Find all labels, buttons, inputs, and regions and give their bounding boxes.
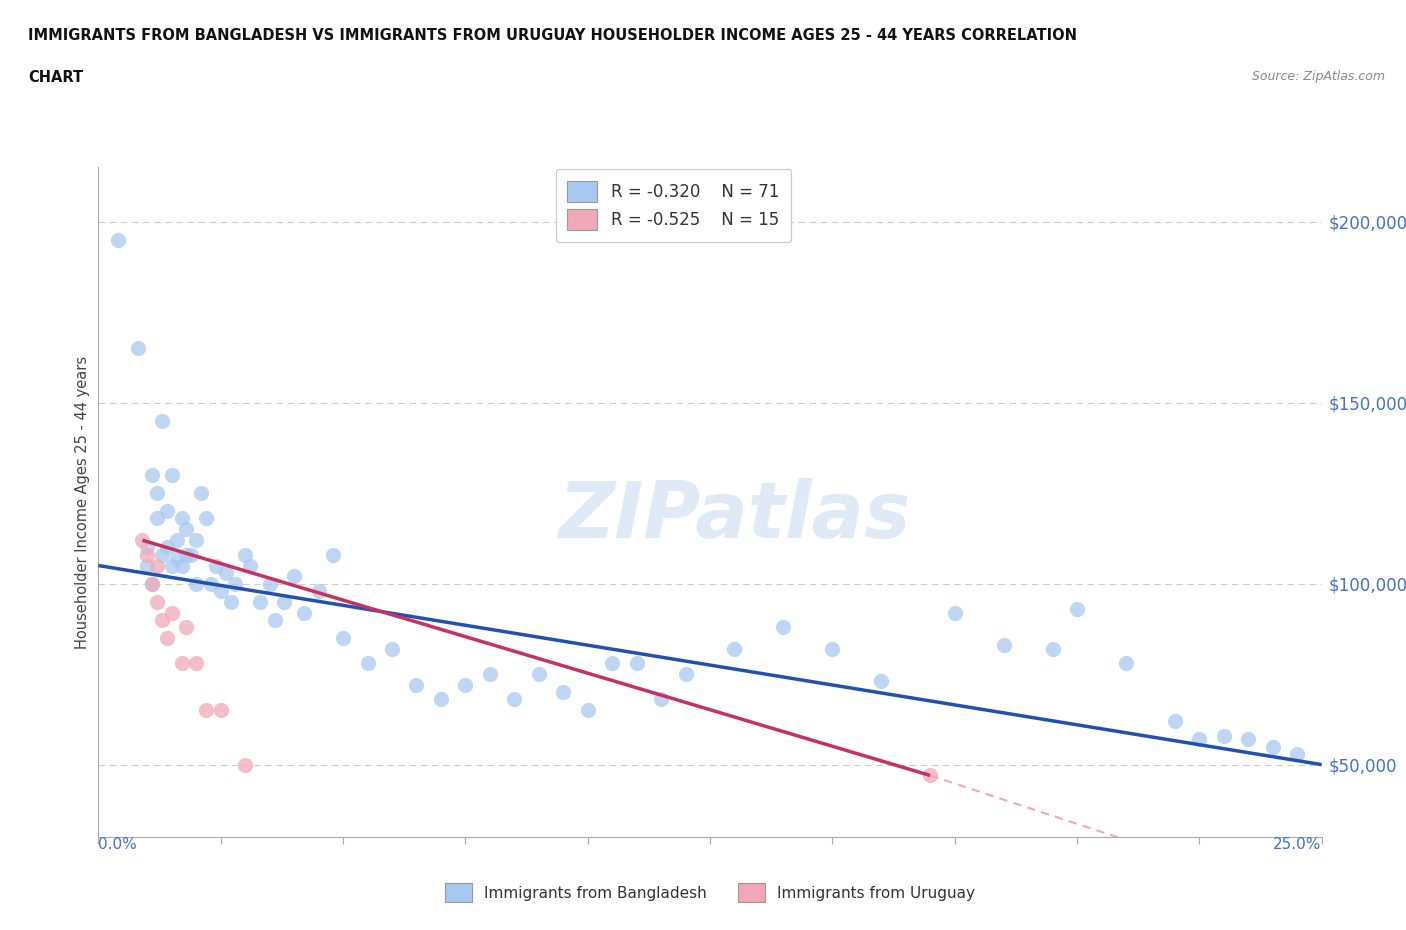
Point	[233, 757, 256, 772]
Point	[150, 612, 173, 627]
Point	[943, 605, 966, 620]
Point	[381, 642, 404, 657]
Point	[1066, 602, 1088, 617]
Point	[576, 703, 599, 718]
Point	[292, 605, 315, 620]
Point	[527, 667, 550, 682]
Point	[263, 612, 285, 627]
Point	[239, 558, 262, 573]
Point	[195, 703, 218, 718]
Point	[356, 656, 378, 671]
Text: 25.0%: 25.0%	[1274, 837, 1322, 852]
Point	[430, 692, 453, 707]
Point	[160, 468, 183, 483]
Point	[141, 577, 163, 591]
Point	[1237, 732, 1260, 747]
Point	[107, 232, 129, 247]
Point	[1188, 732, 1211, 747]
Point	[136, 558, 159, 573]
Point	[150, 547, 173, 562]
Point	[1212, 728, 1234, 743]
Point	[131, 533, 153, 548]
Point	[553, 684, 575, 699]
Point	[870, 674, 893, 689]
Point	[146, 558, 169, 573]
Point	[1164, 713, 1187, 728]
Point	[1042, 642, 1064, 657]
Point	[146, 512, 169, 526]
Point	[166, 533, 188, 548]
Point	[478, 667, 501, 682]
Point	[1115, 656, 1137, 671]
Point	[920, 768, 942, 783]
Point	[170, 512, 193, 526]
Point	[600, 656, 623, 671]
Point	[186, 577, 208, 591]
Point	[156, 504, 179, 519]
Point	[1286, 746, 1309, 761]
Point	[146, 594, 169, 609]
Text: 0.0%: 0.0%	[98, 837, 138, 852]
Point	[156, 631, 179, 645]
Point	[308, 583, 330, 598]
Point	[993, 638, 1015, 653]
Point	[233, 547, 256, 562]
Point	[136, 540, 159, 555]
Point	[186, 656, 208, 671]
Point	[283, 569, 305, 584]
Point	[259, 577, 281, 591]
Point	[176, 522, 198, 537]
Point	[136, 547, 159, 562]
Point	[723, 642, 745, 657]
Point	[273, 594, 295, 609]
Point	[205, 558, 228, 573]
Point	[150, 413, 173, 428]
Point	[249, 594, 271, 609]
Point	[772, 619, 794, 634]
Point	[454, 678, 477, 693]
Point	[322, 547, 344, 562]
Point	[176, 619, 198, 634]
Point	[503, 692, 526, 707]
Point	[195, 512, 218, 526]
Text: IMMIGRANTS FROM BANGLADESH VS IMMIGRANTS FROM URUGUAY HOUSEHOLDER INCOME AGES 25: IMMIGRANTS FROM BANGLADESH VS IMMIGRANTS…	[28, 28, 1077, 43]
Point	[166, 551, 188, 565]
Point	[186, 533, 208, 548]
Point	[141, 577, 163, 591]
Point	[224, 577, 246, 591]
Point	[180, 547, 202, 562]
Point	[160, 605, 183, 620]
Point	[821, 642, 844, 657]
Point	[209, 583, 232, 598]
Y-axis label: Householder Income Ages 25 - 44 years: Householder Income Ages 25 - 44 years	[75, 355, 90, 649]
Text: CHART: CHART	[28, 70, 83, 85]
Point	[332, 631, 354, 645]
Point	[214, 565, 236, 580]
Point	[209, 703, 232, 718]
Point	[127, 341, 149, 356]
Point	[176, 547, 198, 562]
Point	[170, 558, 193, 573]
Point	[650, 692, 672, 707]
Point	[160, 558, 183, 573]
Point	[170, 656, 193, 671]
Point	[156, 540, 179, 555]
Point	[219, 594, 242, 609]
Text: Source: ZipAtlas.com: Source: ZipAtlas.com	[1251, 70, 1385, 83]
Legend: Immigrants from Bangladesh, Immigrants from Uruguay: Immigrants from Bangladesh, Immigrants f…	[437, 876, 983, 910]
Point	[190, 485, 212, 500]
Text: ZIPatlas: ZIPatlas	[558, 478, 911, 553]
Point	[200, 577, 222, 591]
Point	[675, 667, 697, 682]
Point	[141, 468, 163, 483]
Point	[626, 656, 648, 671]
Point	[146, 485, 169, 500]
Point	[1261, 739, 1284, 754]
Point	[405, 678, 427, 693]
